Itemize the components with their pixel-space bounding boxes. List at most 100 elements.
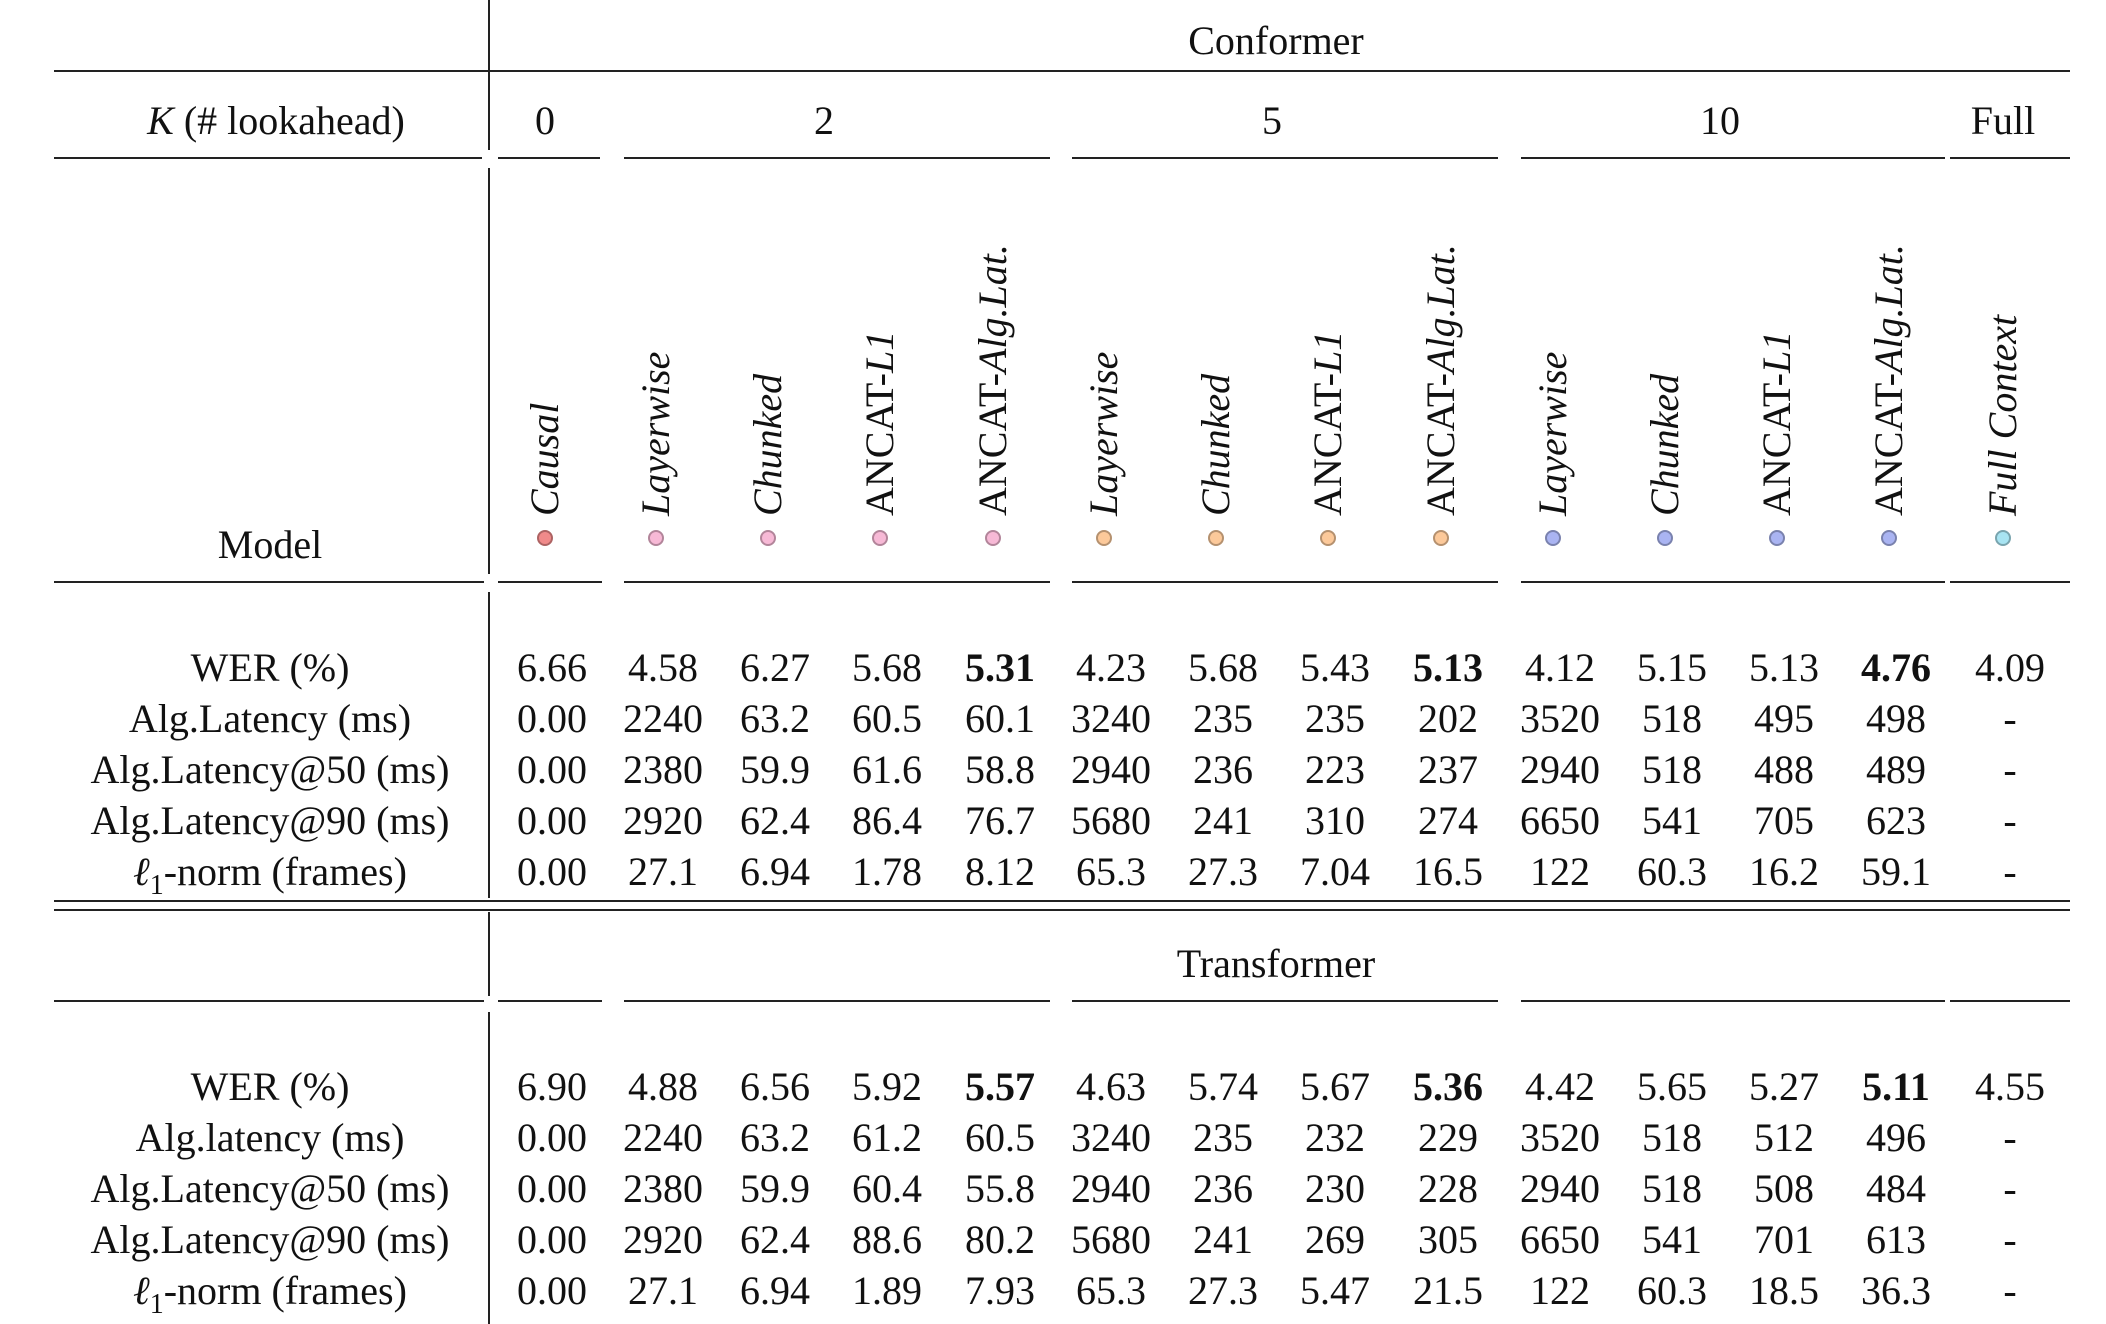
vertical-rule: [488, 912, 490, 996]
table-cell: 2940: [1520, 1166, 1600, 1211]
table-cell: 2380: [623, 747, 703, 792]
method-color-dot: [760, 530, 776, 546]
horizontal-rule: [1521, 1000, 1945, 1002]
table-cell: 5.15: [1637, 645, 1707, 690]
lookahead-group-label: 0: [535, 98, 555, 143]
method-color-dot: [1545, 530, 1561, 546]
table-cell: -: [2003, 1166, 2017, 1211]
table-cell: 4.76: [1861, 645, 1931, 690]
table-cell: 5.68: [1188, 645, 1258, 690]
table-cell: 80.2: [965, 1217, 1035, 1262]
table-cell: 7.93: [965, 1268, 1035, 1313]
table-cell: 4.42: [1525, 1064, 1595, 1109]
table-cell: 5680: [1071, 1217, 1151, 1262]
table-cell: 4.12: [1525, 645, 1595, 690]
table-cell: 2940: [1071, 747, 1151, 792]
method-color-dot: [1433, 530, 1449, 546]
table-cell: 62.4: [740, 798, 810, 843]
lookahead-group-label: Full: [1970, 98, 2036, 143]
table-cell: 496: [1866, 1115, 1926, 1160]
table-cell: 229: [1418, 1115, 1478, 1160]
row-label: Alg.Latency@50 (ms): [90, 747, 450, 792]
table-cell: 5.31: [965, 645, 1035, 690]
table-cell: 4.09: [1975, 645, 2045, 690]
table-cell: 16.2: [1749, 849, 1819, 894]
table-cell: -: [2003, 696, 2017, 741]
table-cell: 59.9: [740, 747, 810, 792]
horizontal-rule: [624, 581, 1050, 583]
horizontal-rule: [1072, 157, 1498, 159]
table-cell: 5680: [1071, 798, 1151, 843]
table-cell: 518: [1642, 696, 1702, 741]
table-cell: 518: [1642, 747, 1702, 792]
table-cell: 2380: [623, 1166, 703, 1211]
table-cell: 541: [1642, 1217, 1702, 1262]
method-header: ANCAT-L1: [1754, 330, 1799, 516]
method-header-suffix: Alg.Lat.: [1866, 244, 1911, 373]
table-cell: 5.11: [1862, 1064, 1930, 1109]
method-header-suffix: L1: [1305, 330, 1350, 373]
method-header: ANCAT-L1: [1305, 330, 1350, 516]
table-cell: 518: [1642, 1115, 1702, 1160]
method-header-suffix: L1: [857, 330, 902, 373]
row-label: WER (%): [190, 1064, 350, 1109]
table-cell: 613: [1866, 1217, 1926, 1262]
table-cell: 88.6: [852, 1217, 922, 1262]
table-cell: 6650: [1520, 798, 1600, 843]
method-color-dot: [648, 530, 664, 546]
table-cell: 21.5: [1413, 1268, 1483, 1313]
row-label: ℓ1-norm (frames): [133, 852, 407, 900]
table-cell: 2240: [623, 696, 703, 741]
table-cell: 0.00: [517, 1268, 587, 1313]
method-header-suffix: L1: [1754, 330, 1799, 373]
table-cell: 5.47: [1300, 1268, 1370, 1313]
method-header: Layerwise: [633, 351, 678, 516]
method-header: Chunked: [1193, 373, 1238, 516]
table-cell: 60.1: [965, 696, 1035, 741]
table-cell: 2940: [1071, 1166, 1151, 1211]
table-cell: 58.8: [965, 747, 1035, 792]
table-cell: 489: [1866, 747, 1926, 792]
row-label: Alg.latency (ms): [135, 1115, 405, 1160]
horizontal-rule: [624, 1000, 1050, 1002]
horizontal-rule: [1521, 581, 1945, 583]
table-cell: 65.3: [1076, 849, 1146, 894]
table-cell: 484: [1866, 1166, 1926, 1211]
method-header: Causal: [522, 402, 567, 516]
method-header: ANCAT-L1: [857, 330, 902, 516]
table-cell: 6.66: [517, 645, 587, 690]
table-cell: -: [2003, 1268, 2017, 1313]
horizontal-rule: [54, 1000, 484, 1002]
method-header-prefix: ANCAT-: [1418, 373, 1463, 516]
table-cell: 27.3: [1188, 1268, 1258, 1313]
table-cell: 36.3: [1861, 1268, 1931, 1313]
table-cell: -: [2003, 849, 2017, 894]
table-cell: 6.56: [740, 1064, 810, 1109]
row-label-rest: -norm (frames): [163, 849, 407, 894]
table-cell: 518: [1642, 1166, 1702, 1211]
table-cell: 5.67: [1300, 1064, 1370, 1109]
table-cell: 236: [1193, 747, 1253, 792]
table-cell: 508: [1754, 1166, 1814, 1211]
table-cell: 63.2: [740, 1115, 810, 1160]
method-color-dot: [1320, 530, 1336, 546]
horizontal-rule: [1950, 157, 2070, 159]
table-cell: 232: [1305, 1115, 1365, 1160]
table-cell: 7.04: [1300, 849, 1370, 894]
table-cell: 27.1: [628, 1268, 698, 1313]
row-label: Alg.Latency@50 (ms): [90, 1166, 450, 1211]
table-cell: 223: [1305, 747, 1365, 792]
method-header: Full Context: [1980, 314, 2025, 516]
table-cell: 27.1: [628, 849, 698, 894]
lookahead-group-label: 5: [1262, 98, 1282, 143]
row-label-ell: ℓ: [133, 1268, 150, 1313]
horizontal-rule: [498, 1000, 602, 1002]
method-color-dot: [1096, 530, 1112, 546]
table-cell: 4.58: [628, 645, 698, 690]
table-cell: 86.4: [852, 798, 922, 843]
table-cell: 0.00: [517, 1217, 587, 1262]
table-cell: 5.57: [965, 1064, 1035, 1109]
lookahead-group-label: 10: [1700, 98, 1740, 143]
method-color-dot: [537, 530, 553, 546]
table-cell: 63.2: [740, 696, 810, 741]
